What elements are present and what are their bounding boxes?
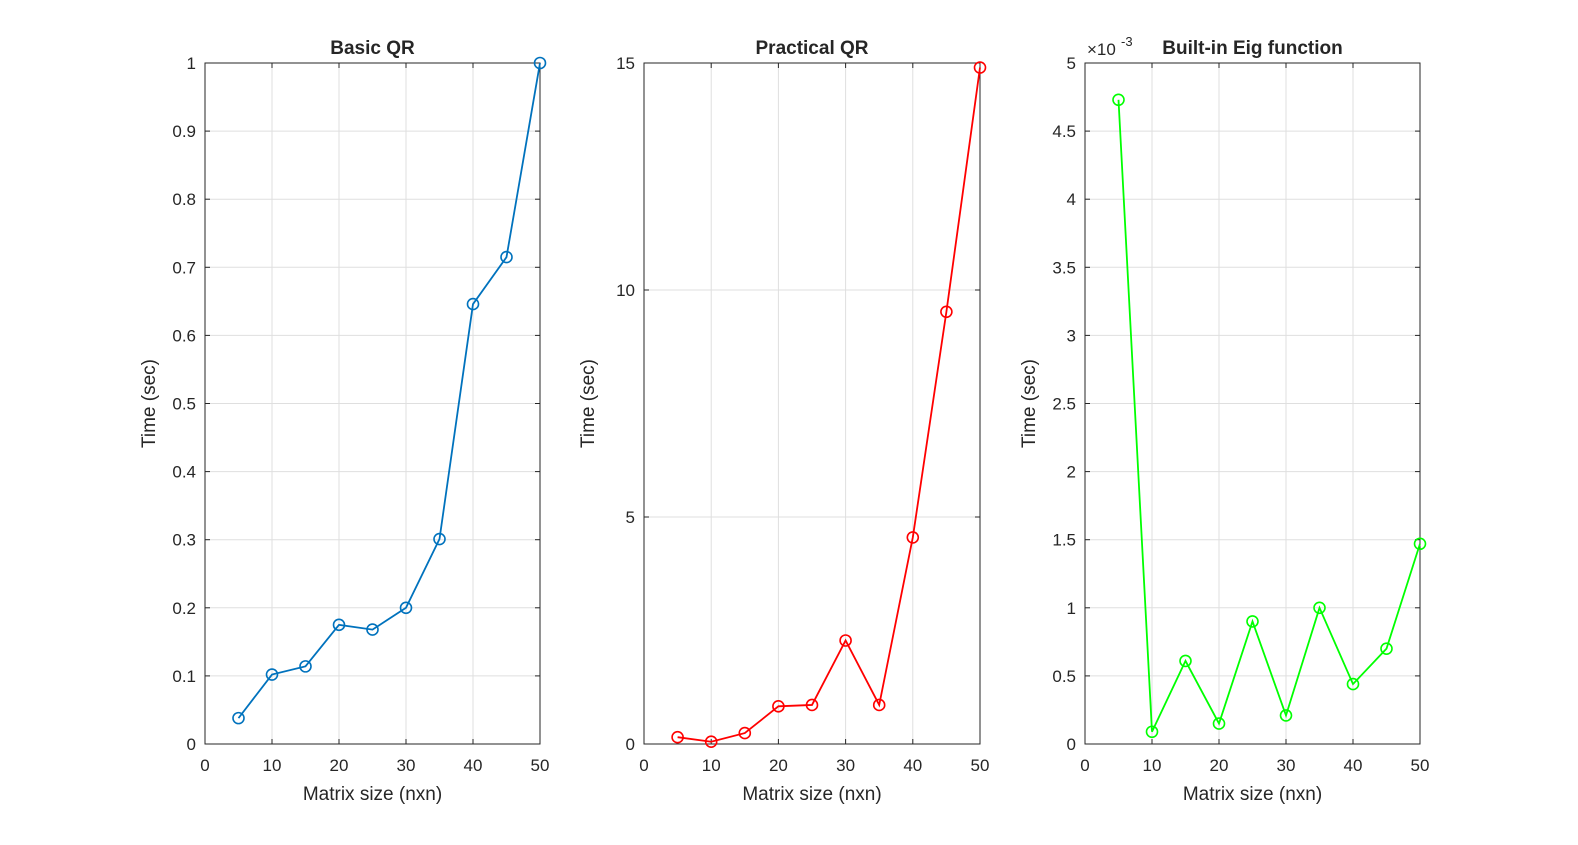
data-point <box>1413 537 1427 551</box>
x-tick-label: 0 <box>639 756 648 775</box>
y-tick-label: 4 <box>1067 190 1076 209</box>
data-point <box>1145 725 1159 739</box>
y-tick-label: 2.5 <box>1052 395 1076 414</box>
series-line <box>237 62 541 719</box>
x-tick-label: 20 <box>330 756 349 775</box>
data-point <box>872 698 886 712</box>
data-point <box>671 730 684 744</box>
y-tick-label: 0.5 <box>1052 667 1076 686</box>
series-line <box>1117 99 1421 733</box>
data-point <box>940 305 953 319</box>
data-point <box>1246 615 1259 628</box>
x-tick-label: 40 <box>903 756 922 775</box>
y-tick-label: 5 <box>626 508 635 527</box>
data-point <box>1212 717 1226 730</box>
axes-box <box>643 62 981 745</box>
y-tick-label: 1 <box>187 54 196 73</box>
chart-panel-1: 0 10 20 30 40 50 0 0.1 0.2 0.3 0.4 0.5 0.6 0.7 0.8 0.9 1… <box>139 38 549 805</box>
data-point <box>1279 709 1293 722</box>
y-tick-label: 10 <box>616 281 635 300</box>
data-point <box>973 61 987 74</box>
x-axis-label: Matrix size (nxn) <box>303 784 442 805</box>
data-point <box>772 700 785 713</box>
x-tick-label: 40 <box>464 756 483 775</box>
chart-title: Built-in Eig function <box>1162 38 1342 59</box>
x-axis-label: Matrix size (nxn) <box>742 784 881 805</box>
y-tick-label: 0.7 <box>172 258 196 277</box>
y-tick-label: 3.5 <box>1052 258 1076 277</box>
x-tick-label: 30 <box>836 756 855 775</box>
y-tick-label: 0.1 <box>172 667 196 686</box>
data-point <box>805 698 819 712</box>
x-tick-label: 30 <box>1277 756 1296 775</box>
y-tick-label: 4.5 <box>1052 122 1076 141</box>
y-tick-label: 3 <box>1067 326 1076 345</box>
data-point <box>466 297 480 311</box>
y-tick-label: 0.2 <box>172 599 196 618</box>
data-point <box>332 618 346 632</box>
data-point <box>533 56 547 70</box>
x-tick-label: 10 <box>702 756 721 775</box>
y-tick-label: 0.8 <box>172 190 196 209</box>
data-point <box>1346 677 1360 691</box>
chart-panel-2: 0 10 20 30 40 50 0 5 10 15 Practical QR Matrix size… <box>578 38 989 805</box>
y-tick-label: 0.4 <box>172 463 196 482</box>
data-point <box>500 250 513 264</box>
x-tick-label: 50 <box>971 756 990 775</box>
x-axis-label: Matrix size (nxn) <box>1183 784 1322 805</box>
data-point <box>1380 642 1393 655</box>
data-point <box>399 601 413 615</box>
y-tick-label: 0.6 <box>172 326 196 345</box>
series-line <box>677 67 981 743</box>
y-axis-label: Time (sec) <box>578 359 599 448</box>
chart-title: Practical QR <box>756 38 869 59</box>
data-point <box>1112 93 1125 107</box>
data-point <box>738 726 752 740</box>
data-point <box>232 711 245 725</box>
y-tick-label: 0.3 <box>172 531 196 550</box>
data-point <box>704 735 718 749</box>
y-tick-label: 0 <box>1067 735 1076 754</box>
x-tick-label: 50 <box>531 756 550 775</box>
data-point <box>906 531 920 544</box>
y-tick-label: 0 <box>626 735 635 754</box>
x-tick-label: 40 <box>1344 756 1363 775</box>
x-tick-label: 0 <box>200 756 209 775</box>
x-tick-label: 30 <box>397 756 416 775</box>
chart-panel-3: 0 10 20 30 40 50 0 0.5 1 1.5 2 2.5 3 3.5 4 4.5 5 Built-in… <box>1019 34 1429 805</box>
y-axis-label: Time (sec) <box>139 359 160 448</box>
x-tick-label: 20 <box>1210 756 1229 775</box>
y-tick-label: 1 <box>1067 599 1076 618</box>
y-axis-label: Time (sec) <box>1019 359 1040 448</box>
y-tick-label: 15 <box>616 54 635 73</box>
data-point <box>366 623 379 636</box>
y-tick-label: 1.5 <box>1052 531 1076 550</box>
x-tick-label: 10 <box>263 756 282 775</box>
y-tick-label: 0 <box>187 735 196 754</box>
data-point <box>299 660 312 673</box>
data-point <box>1179 654 1192 668</box>
y-tick-label: 0.9 <box>172 122 196 141</box>
data-point <box>1313 601 1326 615</box>
x-tick-label: 50 <box>1411 756 1430 775</box>
y-tick-label: 0.5 <box>172 395 196 414</box>
data-point <box>433 532 446 546</box>
y-tick-label: 5 <box>1067 54 1076 73</box>
x-tick-label: 20 <box>769 756 788 775</box>
data-point <box>265 668 279 681</box>
x-tick-label: 10 <box>1143 756 1162 775</box>
y-exponent-power: -3 <box>1121 34 1133 49</box>
y-exponent-label: ×10 <box>1087 40 1116 59</box>
x-tick-label: 0 <box>1080 756 1089 775</box>
chart-title: Basic QR <box>330 38 415 59</box>
data-point <box>839 634 852 647</box>
y-tick-label: 2 <box>1067 463 1076 482</box>
